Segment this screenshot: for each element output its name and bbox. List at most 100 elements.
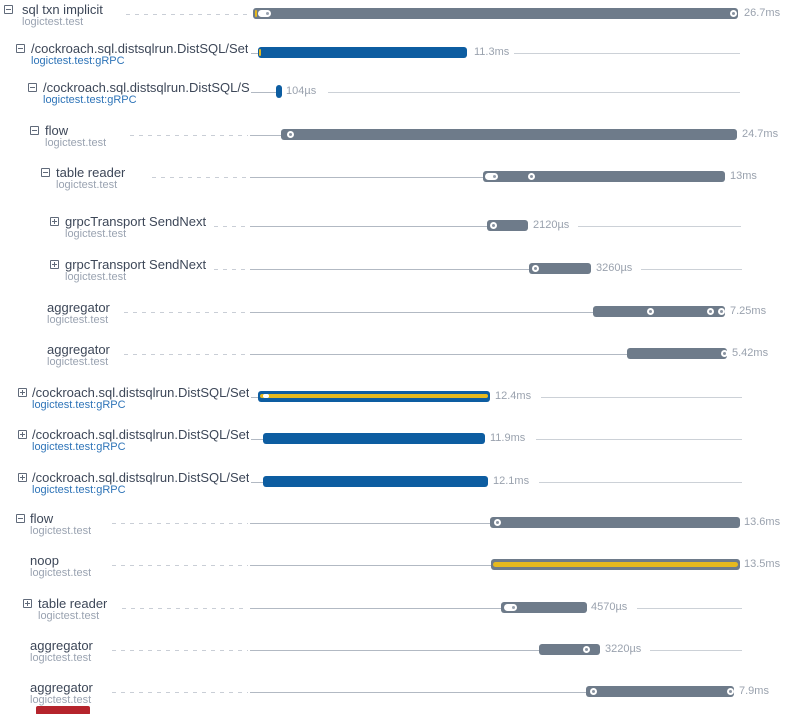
duration-label: 12.4ms — [495, 390, 532, 402]
duration-label: 4570µs — [591, 601, 628, 613]
span-subtitle: logictest.test:gRPC — [32, 441, 126, 453]
span-bar[interactable] — [490, 517, 740, 528]
duration-label: 13.5ms — [744, 558, 781, 570]
timeline-line-pre — [250, 692, 586, 693]
span-label[interactable]: sql txn implicit logictest.test — [22, 3, 103, 28]
collapse-icon[interactable] — [16, 44, 25, 53]
duration-label: 11.3ms — [474, 46, 510, 58]
timeline-line-pre — [251, 92, 276, 93]
span-subtitle: logictest.test — [47, 356, 109, 368]
duration-label: 13.6ms — [744, 516, 781, 528]
span-label[interactable]: /cockroach.sql.distsqlrun.DistSQL/Set log… — [31, 42, 248, 67]
trace-row: aggregator logictest.test 5.42ms — [0, 343, 786, 385]
span-bar[interactable] — [627, 348, 727, 359]
span-bar[interactable] — [281, 129, 737, 140]
span-bar[interactable] — [529, 263, 591, 274]
timeline-line-post — [536, 439, 742, 440]
trace-row: noop logictest.test 13.5ms — [0, 554, 786, 596]
span-label[interactable]: aggregator logictest.test — [47, 301, 110, 326]
expand-icon[interactable] — [50, 260, 59, 269]
span-subtitle: logictest.test:gRPC — [31, 55, 125, 67]
span-label[interactable]: table reader logictest.test — [56, 166, 125, 191]
span-bar[interactable] — [258, 391, 490, 402]
span-bar[interactable] — [593, 306, 725, 317]
span-marker-dot — [727, 688, 734, 695]
trace-row: grpcTransport SendNext logictest.test 3260… — [0, 258, 786, 300]
span-marker-dot — [590, 688, 597, 695]
timeline-line-pre — [250, 565, 491, 566]
expand-icon[interactable] — [18, 430, 27, 439]
span-bar[interactable] — [539, 644, 600, 655]
duration-label: 3220µs — [605, 643, 642, 655]
span-bar[interactable] — [487, 220, 528, 231]
span-title: grpcTransport SendNext — [65, 215, 207, 229]
span-title: /cockroach.sql.distsqlrun.DistSQL/Set — [32, 471, 250, 485]
collapse-icon[interactable] — [4, 5, 13, 14]
expand-icon[interactable] — [18, 388, 27, 397]
collapse-icon[interactable] — [41, 168, 50, 177]
span-marker-dot — [707, 308, 714, 315]
span-label[interactable]: table reader logictest.test — [38, 597, 107, 622]
span-label[interactable]: aggregator logictest.test — [47, 343, 110, 368]
trace-row: /cockroach.sql.distsqlrun.DistSQL/Set log… — [0, 471, 786, 513]
span-subtitle: logictest.test — [22, 16, 84, 28]
collapse-icon[interactable] — [16, 514, 25, 523]
span-bar[interactable] — [491, 559, 740, 570]
duration-label: 5.42ms — [732, 347, 769, 359]
expand-icon[interactable] — [18, 473, 27, 482]
span-subtitle: logictest.test — [47, 314, 109, 326]
timeline-line-post — [637, 608, 742, 609]
span-subtitle: logictest.test:gRPC — [32, 484, 126, 496]
span-bar[interactable] — [276, 85, 282, 98]
timeline-line-post — [650, 650, 742, 651]
span-label[interactable]: aggregator logictest.test — [30, 681, 93, 706]
span-label[interactable]: /cockroach.sql.distsqlrun.DistSQL/S logic… — [43, 81, 250, 106]
span-label[interactable]: flow logictest.test — [30, 512, 91, 537]
span-label[interactable]: flow logictest.test — [45, 124, 106, 149]
trace-row: /cockroach.sql.distsqlrun.DistSQL/Set log… — [0, 428, 786, 470]
timeline-line-pre — [250, 650, 539, 651]
collapse-icon[interactable] — [30, 126, 39, 135]
span-title: /cockroach.sql.distsqlrun.DistSQL/Set — [32, 428, 250, 442]
span-title: /cockroach.sql.distsqlrun.DistSQL/Set — [32, 386, 250, 400]
trace-row: /cockroach.sql.distsqlrun.DistSQL/S logic… — [0, 81, 786, 123]
duration-label: 12.1ms — [493, 475, 530, 487]
span-label[interactable]: /cockroach.sql.distsqlrun.DistSQL/Set log… — [32, 428, 249, 453]
span-label[interactable]: /cockroach.sql.distsqlrun.DistSQL/Set log… — [32, 471, 249, 496]
trace-row: table reader logictest.test 13ms — [0, 166, 786, 208]
span-title: table reader — [56, 166, 126, 180]
timeline-line-pre — [251, 397, 258, 398]
trace-row: table reader logictest.test 4570µs — [0, 597, 786, 639]
span-subtitle: logictest.test:gRPC — [32, 399, 126, 411]
span-bar[interactable] — [501, 602, 587, 613]
span-bar[interactable] — [483, 171, 725, 182]
span-title: aggregator — [47, 301, 110, 315]
span-bar[interactable] — [263, 433, 485, 444]
expand-icon[interactable] — [23, 599, 32, 608]
leader-line — [126, 14, 248, 15]
span-marker-dot — [730, 10, 737, 17]
duration-label: 13ms — [730, 170, 757, 182]
span-bar[interactable] — [258, 47, 467, 58]
expand-icon[interactable] — [50, 217, 59, 226]
collapse-icon[interactable] — [28, 83, 37, 92]
leader-line — [124, 312, 248, 313]
span-label[interactable]: noop logictest.test — [30, 554, 91, 579]
span-bar[interactable] — [586, 686, 734, 697]
span-subtitle: logictest.test:gRPC — [43, 94, 137, 106]
span-label[interactable]: /cockroach.sql.distsqlrun.DistSQL/Set log… — [32, 386, 249, 411]
span-marker-dot — [721, 350, 728, 357]
span-bar[interactable] — [253, 8, 738, 19]
span-label[interactable]: grpcTransport SendNext logictest.test — [65, 215, 206, 240]
span-marker-dot — [287, 131, 294, 138]
span-label[interactable]: aggregator logictest.test — [30, 639, 93, 664]
span-label[interactable]: grpcTransport SendNext logictest.test — [65, 258, 206, 283]
span-marker-pill — [485, 173, 498, 180]
span-marker-dot — [528, 173, 535, 180]
span-title: flow — [45, 124, 69, 138]
timeline-line-pre — [250, 177, 483, 178]
span-bar[interactable] — [263, 476, 488, 487]
span-subtitle: logictest.test — [38, 610, 100, 622]
span-marker-pill — [258, 10, 271, 17]
span-marker-dot — [647, 308, 654, 315]
